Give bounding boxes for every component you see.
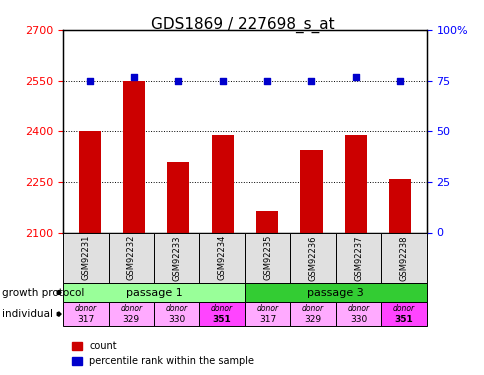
Text: donor: donor: [347, 304, 369, 313]
Text: donor: donor: [120, 304, 142, 313]
Text: 329: 329: [304, 315, 321, 324]
Bar: [388, 178, 410, 232]
Text: individual: individual: [2, 309, 53, 319]
Text: donor: donor: [166, 304, 187, 313]
Point: [130, 74, 137, 80]
Text: 330: 330: [168, 315, 185, 324]
Bar: [78, 131, 101, 232]
Point: [395, 78, 403, 84]
Text: 317: 317: [77, 315, 94, 324]
Text: 351: 351: [394, 315, 412, 324]
Text: 317: 317: [258, 315, 276, 324]
Text: passage 1: passage 1: [125, 288, 182, 297]
Text: growth protocol: growth protocol: [2, 288, 85, 297]
Point: [86, 78, 93, 84]
Bar: [344, 135, 366, 232]
Point: [307, 78, 315, 84]
Text: GSM92238: GSM92238: [399, 235, 408, 280]
Text: GDS1869 / 227698_s_at: GDS1869 / 227698_s_at: [151, 17, 333, 33]
Text: GSM92233: GSM92233: [172, 235, 181, 280]
Point: [218, 78, 226, 84]
Text: donor: donor: [75, 304, 97, 313]
Text: donor: donor: [211, 304, 233, 313]
Text: donor: donor: [302, 304, 323, 313]
Bar: [122, 81, 145, 232]
Text: GSM92237: GSM92237: [353, 235, 363, 280]
Bar: [211, 135, 233, 232]
Point: [174, 78, 182, 84]
Text: GSM92235: GSM92235: [263, 235, 272, 280]
Text: 330: 330: [349, 315, 366, 324]
Point: [263, 78, 271, 84]
Point: [351, 74, 359, 80]
Bar: [256, 211, 278, 232]
Text: donor: donor: [392, 304, 414, 313]
Text: 351: 351: [212, 315, 231, 324]
Text: GSM92232: GSM92232: [126, 235, 136, 280]
Text: donor: donor: [256, 304, 278, 313]
Bar: [167, 162, 189, 232]
Text: GSM92234: GSM92234: [217, 235, 226, 280]
Legend: count, percentile rank within the sample: count, percentile rank within the sample: [68, 338, 257, 370]
Text: GSM92231: GSM92231: [81, 235, 90, 280]
Text: passage 3: passage 3: [307, 288, 363, 297]
Text: GSM92236: GSM92236: [308, 235, 317, 280]
Bar: [300, 150, 322, 232]
Text: 329: 329: [122, 315, 139, 324]
